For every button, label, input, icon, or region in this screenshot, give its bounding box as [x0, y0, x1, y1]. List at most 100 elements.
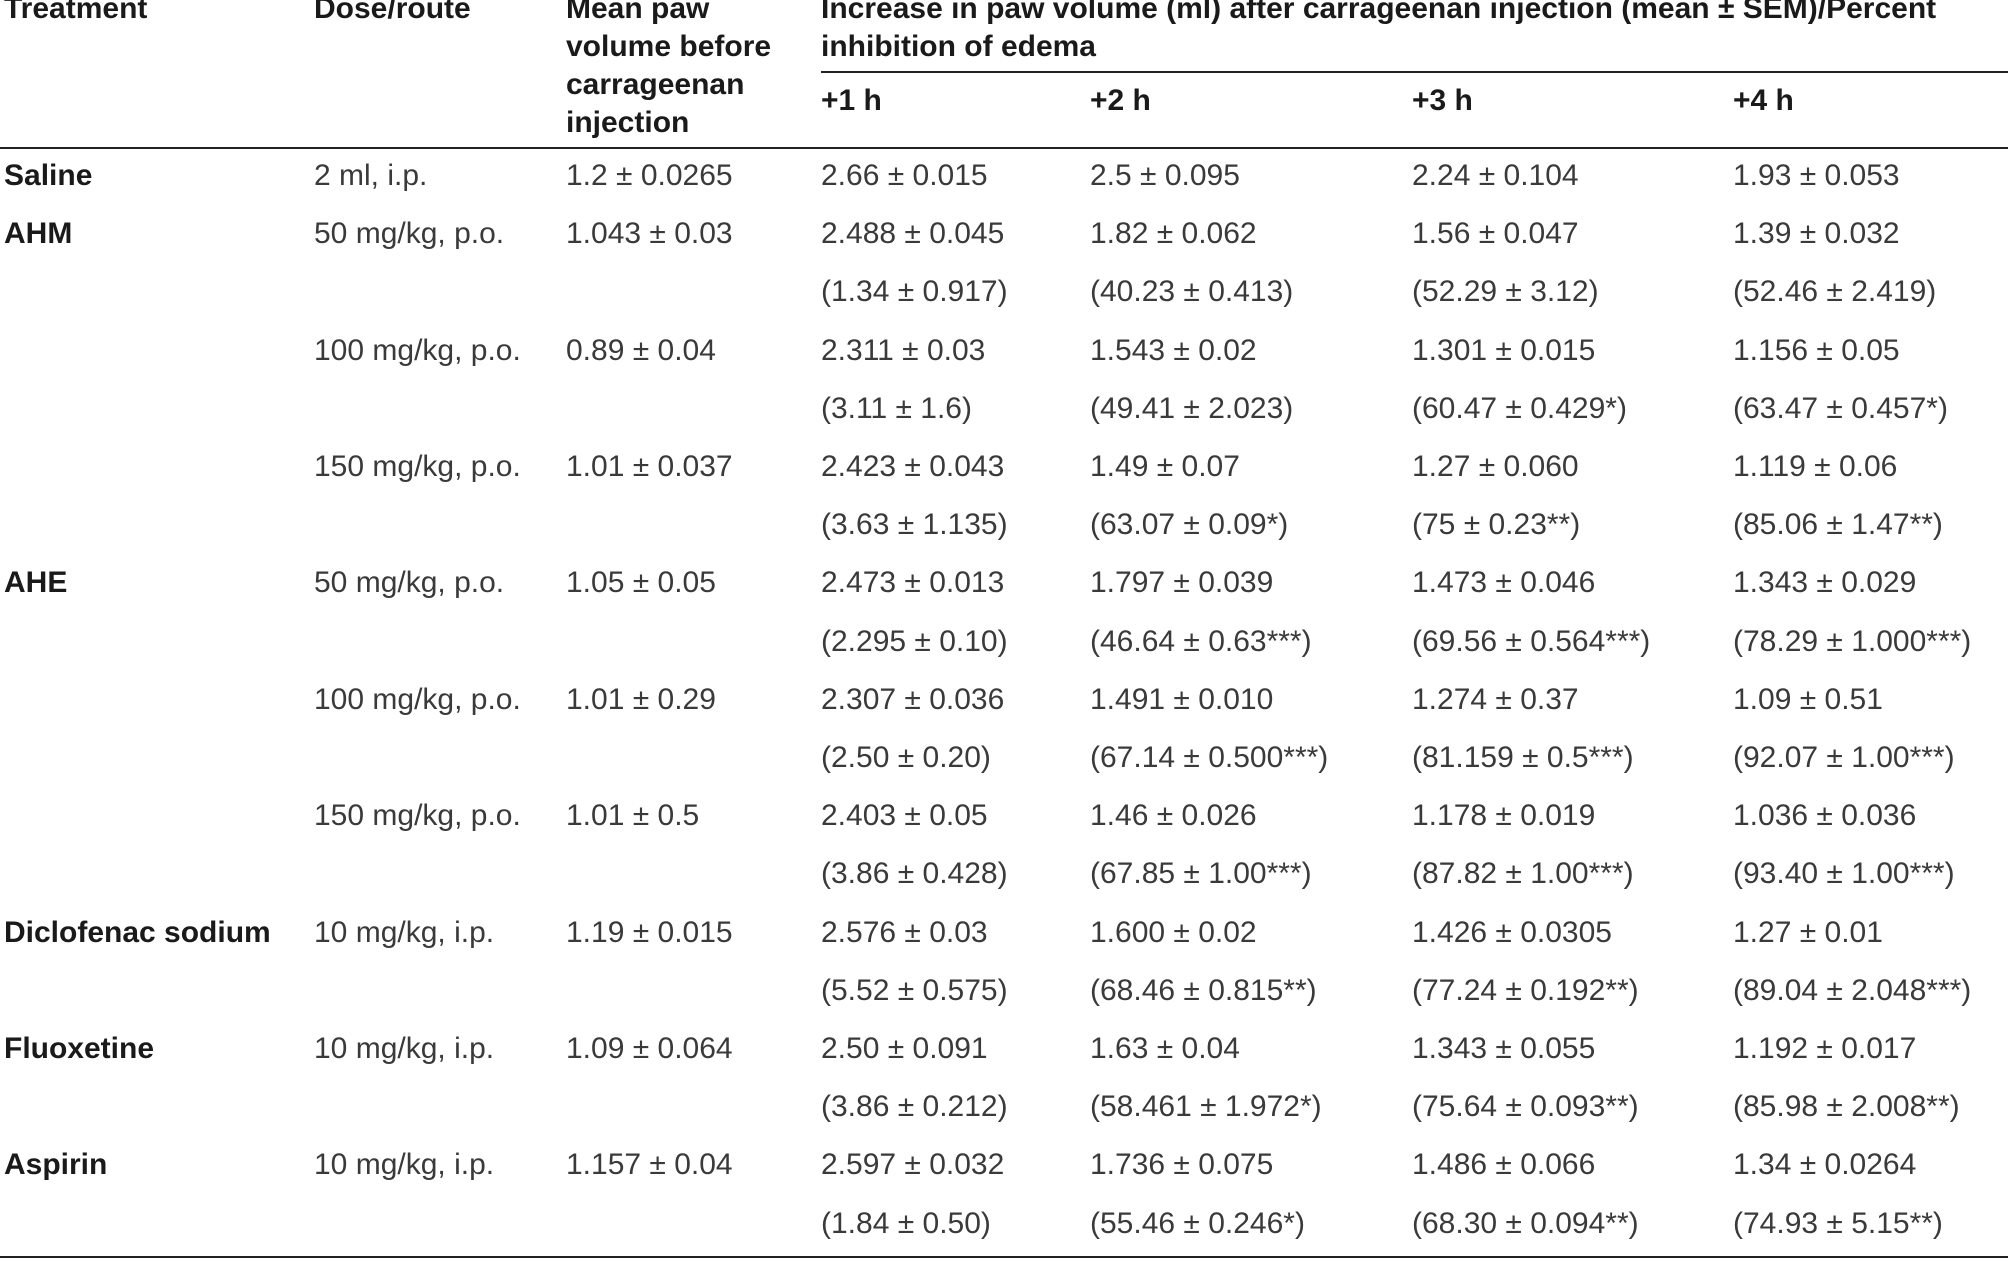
- cell-treatment: Fluoxetine: [4, 1032, 155, 1065]
- header-treatment: Treatment: [4, 0, 148, 25]
- cell-2h: (46.64 ± 0.63***): [1090, 625, 1312, 658]
- cell-4h: 1.39 ± 0.032: [1733, 217, 1900, 250]
- cell-3h: (68.30 ± 0.094**): [1412, 1207, 1639, 1240]
- cell-3h: (69.56 ± 0.564***): [1412, 625, 1651, 658]
- cell-1h: (3.86 ± 0.428): [821, 857, 1008, 890]
- cell-baseline: 1.09 ± 0.064: [566, 1032, 733, 1065]
- header-dose-route: Dose/route: [314, 0, 471, 25]
- cell-3h: 1.274 ± 0.37: [1412, 683, 1579, 716]
- header-time-1h: +1 h: [821, 84, 882, 117]
- cell-2h: 1.736 ± 0.075: [1090, 1148, 1274, 1181]
- cell-baseline: 1.05 ± 0.05: [566, 566, 716, 599]
- cell-4h: 1.119 ± 0.06: [1733, 450, 1898, 483]
- cell-4h: (85.06 ± 1.47**): [1733, 508, 1943, 541]
- cell-1h: 2.423 ± 0.043: [821, 450, 1005, 483]
- cell-1h: (1.34 ± 0.917): [821, 275, 1008, 308]
- cell-baseline: 1.01 ± 0.29: [566, 683, 716, 716]
- cell-3h: (77.24 ± 0.192**): [1412, 974, 1639, 1007]
- cell-3h: 1.486 ± 0.066: [1412, 1148, 1596, 1181]
- cell-dose: 150 mg/kg, p.o.: [314, 799, 521, 832]
- cell-4h: (93.40 ± 1.00***): [1733, 857, 1955, 890]
- cell-treatment: Aspirin: [4, 1148, 108, 1181]
- cell-4h: (92.07 ± 1.00***): [1733, 741, 1955, 774]
- cell-dose: 50 mg/kg, p.o.: [314, 566, 505, 599]
- cell-baseline: 1.2 ± 0.0265: [566, 159, 733, 192]
- cell-1h: (5.52 ± 0.575): [821, 974, 1008, 1007]
- cell-2h: 2.5 ± 0.095: [1090, 159, 1240, 192]
- cell-1h: 2.473 ± 0.013: [821, 566, 1005, 599]
- cell-treatment: AHM: [4, 217, 73, 250]
- cell-2h: (49.41 ± 2.023): [1090, 392, 1294, 425]
- cell-dose: 100 mg/kg, p.o.: [314, 683, 521, 716]
- cell-3h: 1.301 ± 0.015: [1412, 334, 1596, 367]
- table-bottom-rule: [0, 1256, 2008, 1258]
- cell-4h: (74.93 ± 5.15**): [1733, 1207, 1943, 1240]
- cell-3h: 1.343 ± 0.055: [1412, 1032, 1596, 1065]
- cell-3h: 1.426 ± 0.0305: [1412, 916, 1612, 949]
- cell-3h: (75.64 ± 0.093**): [1412, 1090, 1639, 1123]
- cell-2h: (67.85 ± 1.00***): [1090, 857, 1312, 890]
- cell-treatment: Saline: [4, 159, 93, 192]
- cell-1h: (2.50 ± 0.20): [821, 741, 991, 774]
- cell-1h: (3.63 ± 1.135): [821, 508, 1008, 541]
- cell-dose: 10 mg/kg, i.p.: [314, 916, 495, 949]
- cell-1h: (1.84 ± 0.50): [821, 1207, 991, 1240]
- cell-1h: (3.86 ± 0.212): [821, 1090, 1008, 1123]
- header-time-4h: +4 h: [1733, 84, 1794, 117]
- cell-dose: 2 ml, i.p.: [314, 159, 428, 192]
- cell-2h: (63.07 ± 0.09*): [1090, 508, 1289, 541]
- cell-2h: 1.491 ± 0.010: [1090, 683, 1274, 716]
- cell-1h: 2.311 ± 0.03: [821, 334, 986, 367]
- cell-2h: 1.49 ± 0.07: [1090, 450, 1240, 483]
- cell-baseline: 1.19 ± 0.015: [566, 916, 733, 949]
- cell-3h: (52.29 ± 3.12): [1412, 275, 1599, 308]
- cell-1h: 2.488 ± 0.045: [821, 217, 1005, 250]
- cell-4h: 1.036 ± 0.036: [1733, 799, 1917, 832]
- cell-baseline: 1.157 ± 0.04: [566, 1148, 733, 1181]
- cell-2h: 1.797 ± 0.039: [1090, 566, 1274, 599]
- header-subrule: [821, 71, 2008, 73]
- cell-3h: (81.159 ± 0.5***): [1412, 741, 1634, 774]
- cell-dose: 50 mg/kg, p.o.: [314, 217, 505, 250]
- cell-baseline: 1.043 ± 0.03: [566, 217, 733, 250]
- header-increase-title: Increase in paw volume (ml) after carrag…: [821, 0, 1937, 63]
- cell-baseline: 1.01 ± 0.037: [566, 450, 733, 483]
- cell-4h: 1.09 ± 0.51: [1733, 683, 1883, 716]
- cell-3h: (75 ± 0.23**): [1412, 508, 1581, 541]
- cell-2h: 1.82 ± 0.062: [1090, 217, 1257, 250]
- cell-dose: 10 mg/kg, i.p.: [314, 1148, 495, 1181]
- header-bottom-rule: [0, 147, 2008, 149]
- cell-1h: 2.403 ± 0.05: [821, 799, 988, 832]
- cell-2h: (67.14 ± 0.500***): [1090, 741, 1329, 774]
- cell-3h: (60.47 ± 0.429*): [1412, 392, 1627, 425]
- cell-1h: (2.295 ± 0.10): [821, 625, 1008, 658]
- cell-dose: 150 mg/kg, p.o.: [314, 450, 521, 483]
- cell-4h: (85.98 ± 2.008**): [1733, 1090, 1960, 1123]
- cell-2h: (68.46 ± 0.815**): [1090, 974, 1317, 1007]
- cell-4h: 1.156 ± 0.05: [1733, 334, 1900, 367]
- cell-treatment: AHE: [4, 566, 68, 599]
- cell-treatment: Diclofenac sodium: [4, 916, 271, 949]
- cell-1h: 2.50 ± 0.091: [821, 1032, 988, 1065]
- cell-1h: 2.66 ± 0.015: [821, 159, 988, 192]
- cell-4h: 1.93 ± 0.053: [1733, 159, 1900, 192]
- cell-3h: 1.473 ± 0.046: [1412, 566, 1596, 599]
- cell-2h: 1.543 ± 0.02: [1090, 334, 1257, 367]
- cell-dose: 10 mg/kg, i.p.: [314, 1032, 495, 1065]
- cell-4h: 1.27 ± 0.01: [1733, 916, 1883, 949]
- cell-2h: 1.46 ± 0.026: [1090, 799, 1257, 832]
- cell-baseline: 1.01 ± 0.5: [566, 799, 700, 832]
- cell-4h: 1.343 ± 0.029: [1733, 566, 1917, 599]
- cell-1h: 2.576 ± 0.03: [821, 916, 988, 949]
- cell-1h: 2.307 ± 0.036: [821, 683, 1005, 716]
- cell-3h: 1.56 ± 0.047: [1412, 217, 1579, 250]
- cell-dose: 100 mg/kg, p.o.: [314, 334, 521, 367]
- header-mean-paw-volume: Mean paw volume before carrageenan injec…: [566, 0, 772, 139]
- cell-3h: 1.178 ± 0.019: [1412, 799, 1596, 832]
- cell-2h: 1.63 ± 0.04: [1090, 1032, 1240, 1065]
- cell-3h: 1.27 ± 0.060: [1412, 450, 1579, 483]
- cell-4h: (52.46 ± 2.419): [1733, 275, 1937, 308]
- cell-4h: (89.04 ± 2.048***): [1733, 974, 1972, 1007]
- cell-4h: 1.192 ± 0.017: [1733, 1032, 1917, 1065]
- cell-2h: 1.600 ± 0.02: [1090, 916, 1257, 949]
